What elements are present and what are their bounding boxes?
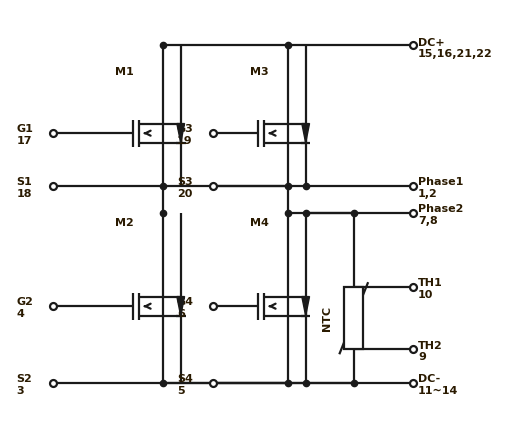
Text: M2: M2	[115, 218, 134, 228]
Text: M1: M1	[115, 67, 134, 77]
Text: G3: G3	[177, 124, 193, 134]
Text: TH2: TH2	[418, 340, 443, 351]
Text: 3: 3	[16, 386, 24, 396]
Text: 1,2: 1,2	[418, 189, 438, 199]
Text: 9: 9	[418, 352, 426, 362]
Text: TH1: TH1	[418, 278, 443, 288]
Text: 17: 17	[16, 136, 32, 146]
Text: 18: 18	[16, 189, 32, 199]
Text: 6: 6	[177, 309, 185, 319]
Text: G1: G1	[16, 124, 33, 134]
Text: 11~14: 11~14	[418, 386, 459, 396]
Text: 4: 4	[16, 309, 24, 319]
Text: M4: M4	[250, 218, 269, 228]
Text: S3: S3	[177, 177, 192, 187]
Polygon shape	[177, 123, 184, 143]
Text: Phase2: Phase2	[418, 204, 464, 214]
Text: 10: 10	[418, 290, 433, 300]
Polygon shape	[302, 123, 310, 143]
Text: 15,16,21,22: 15,16,21,22	[418, 49, 493, 59]
Bar	[344, 287, 363, 349]
Polygon shape	[177, 296, 184, 316]
Text: G2: G2	[16, 297, 33, 307]
Text: 5: 5	[177, 386, 184, 396]
Text: 20: 20	[177, 189, 192, 199]
Text: S1: S1	[16, 177, 32, 187]
Text: S2: S2	[16, 374, 32, 384]
Text: G4: G4	[177, 297, 194, 307]
Text: DC-: DC-	[418, 374, 440, 384]
Text: M3: M3	[250, 67, 269, 77]
Text: S4: S4	[177, 374, 193, 384]
Polygon shape	[302, 296, 310, 316]
Text: NTC: NTC	[322, 306, 332, 331]
Text: 7,8: 7,8	[418, 216, 438, 226]
Text: Phase1: Phase1	[418, 177, 464, 187]
Text: 19: 19	[177, 136, 192, 146]
Text: DC+: DC+	[418, 38, 445, 48]
